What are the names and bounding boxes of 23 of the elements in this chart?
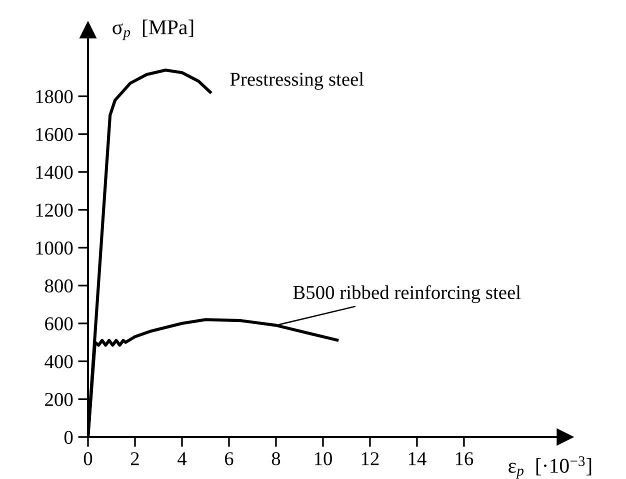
x-tick-label: 2 (130, 452, 139, 466)
y-tick-label: 1800 (36, 90, 73, 104)
x-tick-label: 4 (178, 452, 187, 466)
y-tick-label: 800 (44, 279, 73, 292)
y-tick-label: 1600 (36, 128, 73, 142)
y-tick-label: 200 (45, 392, 73, 406)
x-tick-label: 0 (84, 452, 92, 466)
series-label: Prestressing steel (230, 72, 364, 90)
x-tick-label: 6 (224, 452, 234, 466)
y-tick-label: 400 (44, 355, 73, 368)
x-tick-label: 8 (272, 452, 280, 466)
x-tick-label: 12 (362, 452, 379, 466)
y-tick-label: 1000 (36, 242, 73, 255)
y-tick-label: 600 (45, 317, 73, 330)
x-axis-title: ε$_{p}$ [·10$^{−3}$] (508, 456, 592, 479)
x-tick-label: 10 (314, 452, 332, 466)
x-tick-label: 14 (408, 452, 426, 466)
x-tick-label: 16 (456, 452, 474, 466)
y-tick-label: 1400 (36, 166, 73, 179)
y-axis-title: σ$_{p}$ [MPa] (112, 20, 194, 40)
y-tick-label: 1200 (36, 204, 73, 217)
series-label: B500 ribbed reinforcing steel (293, 285, 521, 304)
y-tick-label: 0 (64, 430, 73, 444)
